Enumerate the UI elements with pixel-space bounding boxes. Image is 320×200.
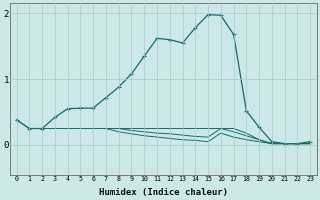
X-axis label: Humidex (Indice chaleur): Humidex (Indice chaleur) [99, 188, 228, 197]
